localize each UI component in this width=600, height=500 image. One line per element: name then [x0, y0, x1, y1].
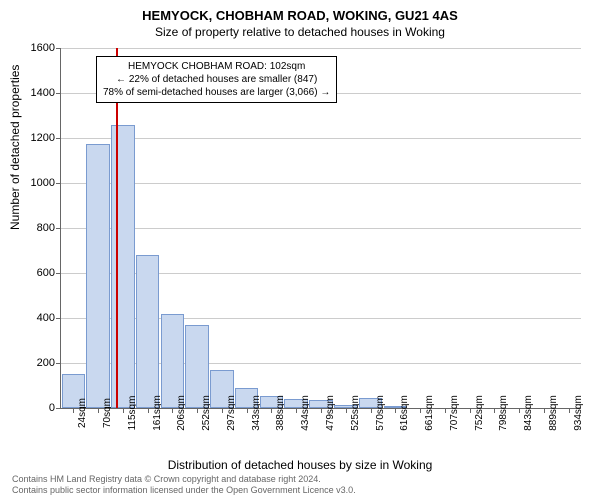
gridline	[61, 138, 581, 139]
footer-line1: Contains HM Land Registry data © Crown c…	[12, 474, 356, 485]
ytick-mark	[56, 408, 61, 409]
annotation-line1: HEMYOCK CHOBHAM ROAD: 102sqm	[103, 60, 330, 73]
xtick-label: 570sqm	[375, 395, 386, 431]
ytick-mark	[56, 138, 61, 139]
plot-region: 0200400600800100012001400160024sqm70sqm1…	[60, 48, 581, 409]
chart-subtitle: Size of property relative to detached ho…	[0, 23, 600, 39]
x-axis-label: Distribution of detached houses by size …	[0, 458, 600, 472]
xtick-label: 889sqm	[548, 395, 559, 431]
ytick-label: 1600	[15, 42, 55, 54]
xtick-label: 616sqm	[399, 395, 410, 431]
xtick-mark	[420, 408, 421, 413]
xtick-mark	[445, 408, 446, 413]
ytick-label: 1000	[15, 177, 55, 189]
ytick-mark	[56, 273, 61, 274]
xtick-mark	[371, 408, 372, 413]
ytick-mark	[56, 228, 61, 229]
xtick-label: 798sqm	[498, 395, 509, 431]
annotation-line2: ← 22% of detached houses are smaller (84…	[103, 73, 330, 86]
ytick-mark	[56, 183, 61, 184]
xtick-mark	[197, 408, 198, 413]
gridline	[61, 228, 581, 229]
ytick-label: 200	[15, 357, 55, 369]
xtick-mark	[247, 408, 248, 413]
xtick-mark	[271, 408, 272, 413]
gridline	[61, 48, 581, 49]
xtick-label: 934sqm	[573, 395, 584, 431]
footer-line2: Contains public sector information licen…	[12, 485, 356, 496]
xtick-mark	[569, 408, 570, 413]
gridline	[61, 183, 581, 184]
xtick-mark	[73, 408, 74, 413]
ytick-label: 0	[15, 402, 55, 414]
xtick-mark	[321, 408, 322, 413]
annotation-line3: 78% of semi-detached houses are larger (…	[103, 86, 330, 99]
ytick-label: 1200	[15, 132, 55, 144]
histogram-bar	[136, 255, 160, 408]
xtick-mark	[395, 408, 396, 413]
chart-title: HEMYOCK, CHOBHAM ROAD, WOKING, GU21 4AS	[0, 0, 600, 23]
xtick-label: 843sqm	[523, 395, 534, 431]
xtick-mark	[519, 408, 520, 413]
ytick-mark	[56, 363, 61, 364]
xtick-mark	[346, 408, 347, 413]
xtick-label: 707sqm	[449, 395, 460, 431]
xtick-mark	[222, 408, 223, 413]
ytick-mark	[56, 48, 61, 49]
histogram-bar	[161, 314, 185, 409]
annotation-box: HEMYOCK CHOBHAM ROAD: 102sqm← 22% of det…	[96, 56, 337, 103]
histogram-bar	[86, 144, 110, 408]
ytick-label: 600	[15, 267, 55, 279]
xtick-mark	[494, 408, 495, 413]
ytick-label: 1400	[15, 87, 55, 99]
xtick-mark	[296, 408, 297, 413]
xtick-mark	[470, 408, 471, 413]
xtick-label: 661sqm	[424, 395, 435, 431]
footer-attribution: Contains HM Land Registry data © Crown c…	[12, 474, 356, 496]
chart-area: 0200400600800100012001400160024sqm70sqm1…	[60, 48, 580, 408]
ytick-label: 400	[15, 312, 55, 324]
ytick-mark	[56, 93, 61, 94]
xtick-mark	[98, 408, 99, 413]
xtick-mark	[172, 408, 173, 413]
xtick-label: 752sqm	[474, 395, 485, 431]
xtick-mark	[123, 408, 124, 413]
ytick-mark	[56, 318, 61, 319]
xtick-mark	[544, 408, 545, 413]
xtick-mark	[148, 408, 149, 413]
xtick-label: 479sqm	[325, 395, 336, 431]
ytick-label: 800	[15, 222, 55, 234]
histogram-bar	[111, 125, 135, 409]
